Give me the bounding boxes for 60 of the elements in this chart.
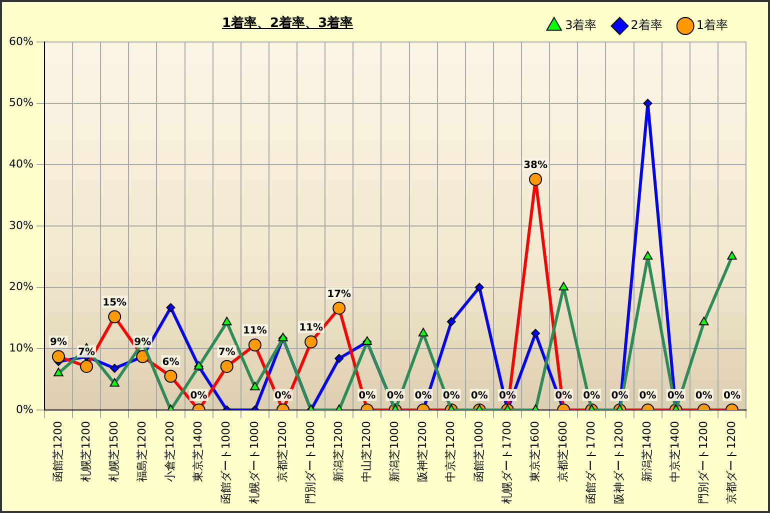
data-label: 11%	[299, 322, 324, 334]
x-tick-label: 京都芝1600	[556, 421, 570, 482]
x-tick-label: 京都ダート1200	[724, 421, 738, 504]
data-label: 0%	[498, 390, 516, 402]
y-tick-label: 60%	[8, 34, 34, 48]
x-tick-label: 門別ダート1000	[304, 421, 317, 504]
data-label: 0%	[583, 390, 600, 402]
x-tick-label: 京都芝1200	[276, 421, 289, 482]
x-tick-label: 札幌ダート1000	[248, 421, 261, 504]
x-tick-label: 中京芝1400	[668, 421, 682, 482]
data-label: 0%	[470, 390, 488, 402]
x-tick-label: 新潟芝1000	[388, 421, 402, 482]
x-tick-label: 東京芝1600	[528, 421, 542, 482]
y-tick-label: 20%	[8, 280, 34, 294]
x-tick-label: 阪神ダート1200	[612, 421, 626, 504]
data-label: 0%	[190, 390, 208, 402]
data-label: 0%	[611, 390, 628, 402]
y-tick-label: 30%	[8, 218, 34, 232]
x-tick-label: 新潟芝1200	[332, 421, 345, 482]
data-label: 0%	[555, 390, 572, 402]
x-tick-label: 札幌ダート1700	[500, 421, 514, 504]
x-tick-label: 札幌芝1200	[79, 421, 92, 482]
data-label: 0%	[358, 390, 376, 402]
x-tick-label: 函館ダート1700	[584, 421, 598, 504]
x-tick-label: 小倉芝1200	[164, 421, 177, 482]
x-tick-label: 函館ダート1000	[220, 421, 233, 504]
data-label: 6%	[162, 356, 180, 368]
data-label: 9%	[50, 337, 67, 348]
y-tick-label: 10%	[8, 342, 34, 355]
x-tick-label: 函館芝1200	[51, 421, 64, 482]
data-label: 17%	[327, 288, 352, 300]
x-tick-label: 中山芝1200	[360, 421, 374, 482]
x-tick-label: 福島芝1200	[136, 421, 149, 482]
data-label: 0%	[274, 390, 292, 402]
x-tick-label: 東京芝1400	[192, 421, 205, 482]
x-tick-label: 門別ダート1200	[696, 421, 710, 504]
data-label: 15%	[102, 297, 127, 308]
data-label: 38%	[524, 160, 548, 171]
x-tick-label: 札幌芝1500	[107, 421, 120, 482]
data-label: 0%	[442, 390, 460, 402]
y-tick-label: 0%	[16, 402, 34, 416]
data-label: 11%	[242, 326, 267, 337]
y-tick-label: 40%	[8, 158, 34, 171]
x-tick-label: 阪神芝1200	[416, 421, 430, 482]
data-label: 0%	[639, 390, 656, 402]
data-label: 0%	[414, 390, 432, 402]
data-label: 0%	[695, 390, 712, 402]
x-tick-label: 新潟芝1400	[640, 421, 654, 482]
legend-label: 2着率	[630, 18, 662, 32]
chart-title: 1着率、2着率、3着率	[222, 14, 354, 32]
data-label: 7%	[218, 347, 236, 358]
data-label: 0%	[723, 390, 740, 402]
data-label: 7%	[78, 347, 96, 358]
y-tick-label: 50%	[8, 96, 34, 110]
legend-label: 1着率	[696, 18, 728, 32]
data-label: 0%	[667, 390, 684, 402]
data-label: 0%	[386, 390, 404, 402]
x-tick-label: 中京芝1200	[444, 421, 458, 482]
x-tick-label: 函館芝1000	[472, 421, 486, 482]
legend-label: 3着率	[565, 18, 597, 32]
